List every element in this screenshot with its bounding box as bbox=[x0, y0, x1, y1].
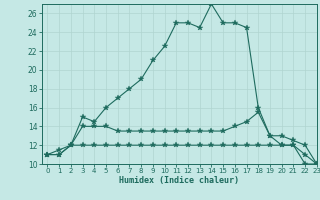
X-axis label: Humidex (Indice chaleur): Humidex (Indice chaleur) bbox=[119, 176, 239, 185]
